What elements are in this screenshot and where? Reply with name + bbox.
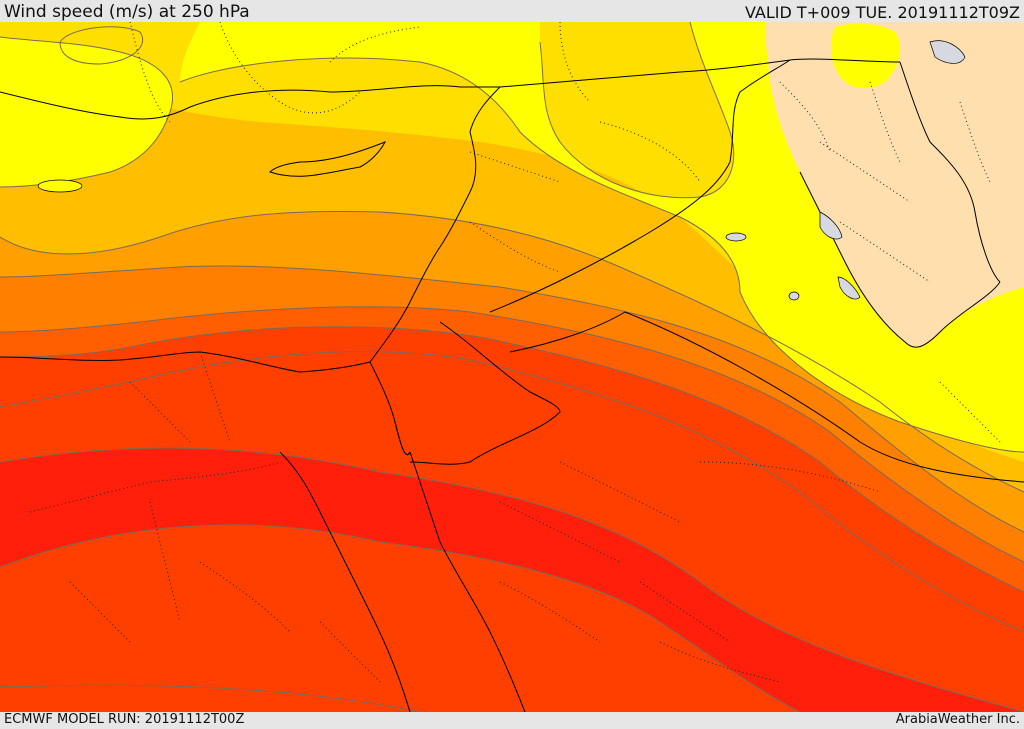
cyprus: [269, 141, 387, 177]
map-header: Wind speed (m/s) at 250 hPa VALID T+009 …: [0, 0, 1024, 22]
lake-2: [837, 276, 861, 300]
levant-coast: [369, 86, 501, 363]
credit-label: ArabiaWeather Inc.: [895, 712, 1020, 727]
valid-time: VALID T+009 TUE. 20191112T09Z: [744, 3, 1020, 22]
jordan-border: [409, 321, 561, 465]
saudi-iraq-border: [509, 311, 1024, 483]
lake-1: [819, 211, 843, 240]
contour-2: [0, 265, 1024, 533]
red-sea-east: [409, 451, 526, 712]
map-footer: ECMWF MODEL RUN: 20191112T00Z ArabiaWeat…: [0, 712, 1024, 729]
contour-11: [0, 36, 174, 188]
red-sea-west: [279, 451, 411, 712]
map-title: Wind speed (m/s) at 250 hPa: [4, 2, 250, 22]
contour-9: [179, 57, 1024, 453]
contour-6: [0, 447, 1024, 712]
iran-iraq-border: [899, 61, 1001, 283]
outside-domain-land-nw: [830, 23, 901, 89]
gulf-of-aqaba: [394, 421, 411, 455]
wind-speed-map: [0, 22, 1024, 712]
contour-1: [0, 210, 1024, 493]
lakes: [37, 40, 966, 301]
contour-3: [0, 306, 1024, 563]
contour-12: [59, 26, 143, 65]
internal-boundaries: [29, 22, 1001, 683]
lake-3: [929, 40, 966, 64]
outside-domain-land: [765, 22, 1024, 348]
syria-iraq-border: [489, 59, 791, 313]
turkey-border: [499, 58, 901, 88]
contour-10: [539, 22, 735, 199]
lake-6: [37, 179, 83, 193]
contour-7: [0, 524, 801, 712]
turkey-coast: [0, 85, 500, 120]
contour-5: [0, 351, 1024, 633]
contour-8: [0, 684, 421, 712]
band-6-lower: [0, 524, 800, 712]
lake-5: [788, 291, 800, 301]
lake-4: [725, 232, 747, 242]
contour-4: [0, 326, 1024, 593]
contour-lines: [0, 22, 1024, 712]
model-run-label: ECMWF MODEL RUN: 20191112T00Z: [4, 712, 245, 727]
